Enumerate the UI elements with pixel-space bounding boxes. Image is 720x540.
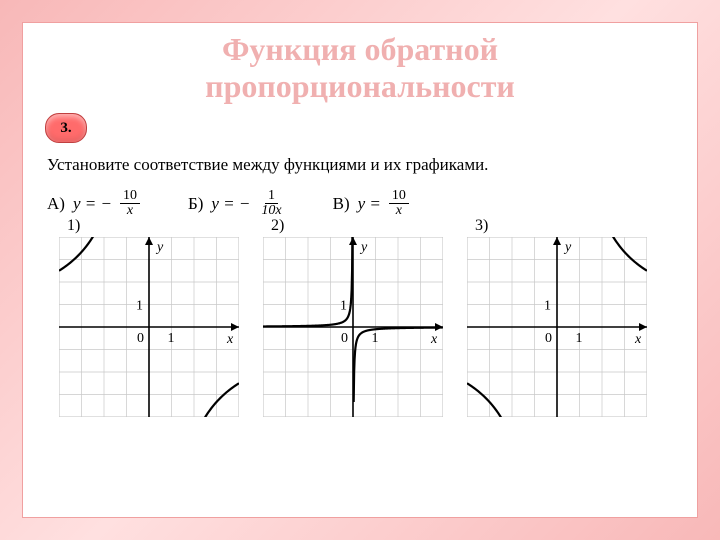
exercise-number-badge: 3. xyxy=(45,113,87,143)
func-b-num: 1 xyxy=(265,189,278,205)
svg-text:1: 1 xyxy=(136,298,143,313)
func-c-num: 10 xyxy=(389,189,409,205)
func-a-den: x xyxy=(124,204,136,219)
svg-text:1: 1 xyxy=(372,331,379,346)
svg-text:1: 1 xyxy=(576,331,583,346)
chart-2-wrap: 2) yx011 xyxy=(263,237,443,417)
slide-title: Функция обратной пропорциональности xyxy=(23,31,697,105)
slide-gradient-frame: Функция обратной пропорциональности 3. У… xyxy=(0,0,720,540)
chart-3-wrap: 3) yx011 xyxy=(467,237,647,417)
func-c: В) y = 10 x xyxy=(333,189,409,219)
svg-text:x: x xyxy=(634,332,642,347)
svg-text:x: x xyxy=(226,332,234,347)
chart-3: y x 0 1 1 xyxy=(467,237,647,417)
svg-text:1: 1 xyxy=(168,331,175,346)
svg-text:0: 0 xyxy=(137,331,144,346)
func-a-prefix: y = − xyxy=(73,194,112,214)
func-b-fraction: 1 10x xyxy=(258,189,284,219)
svg-text:1: 1 xyxy=(544,298,551,313)
svg-text:y: y xyxy=(359,240,368,255)
chart-1: y x 0 1 1 xyxy=(59,237,239,417)
slide-content-panel: Функция обратной пропорциональности 3. У… xyxy=(22,22,698,518)
title-line-2: пропорциональности xyxy=(205,68,515,104)
svg-text:1: 1 xyxy=(340,298,347,313)
svg-text:y: y xyxy=(155,240,164,255)
chart-1-number: 1) xyxy=(67,217,80,235)
functions-row: А) y = − 10 x Б) y = − 1 10x В) y = xyxy=(47,189,697,219)
func-b-label: Б) xyxy=(188,194,203,214)
svg-text:0: 0 xyxy=(341,331,348,346)
chart-1-wrap: 1) yx011 xyxy=(59,237,239,417)
func-a-label: А) xyxy=(47,194,65,214)
svg-text:x: x xyxy=(430,332,438,347)
func-a-fraction: 10 x xyxy=(120,189,140,219)
chart-3-number: 3) xyxy=(475,217,488,235)
func-a-num: 10 xyxy=(120,189,140,205)
func-c-fraction: 10 x xyxy=(389,189,409,219)
svg-text:y: y xyxy=(563,240,572,255)
func-c-label: В) xyxy=(333,194,350,214)
chart-2-number: 2) xyxy=(271,217,284,235)
func-a: А) y = − 10 x xyxy=(47,189,140,219)
func-c-prefix: y = xyxy=(358,194,381,214)
chart-2: y x 0 1 1 xyxy=(263,237,443,417)
svg-text:0: 0 xyxy=(545,331,552,346)
func-b-prefix: y = − xyxy=(211,194,250,214)
charts-row: 1) yx011 2) yx011 3) yx011 xyxy=(59,237,697,417)
title-line-1: Функция обратной xyxy=(222,31,498,67)
instruction-text: Установите соответствие между функциями … xyxy=(47,155,697,175)
func-b: Б) y = − 1 10x xyxy=(188,189,285,219)
func-c-den: x xyxy=(393,204,405,219)
